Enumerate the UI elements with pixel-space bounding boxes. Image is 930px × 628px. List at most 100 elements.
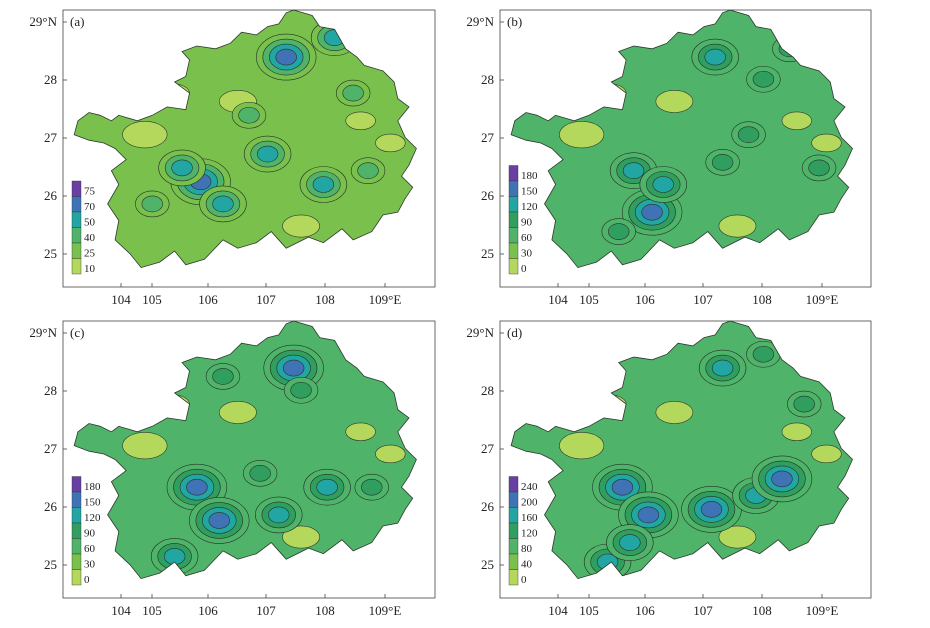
- contour-cell: [637, 506, 660, 524]
- legend-label: 0: [521, 574, 527, 586]
- x-tick-label: 107: [256, 603, 276, 618]
- legend-label: 0: [521, 263, 527, 275]
- y-tick-label: 29°N: [29, 14, 57, 29]
- x-tick-label: 105: [142, 603, 162, 618]
- contour-cell: [700, 501, 723, 518]
- contour-cell: [652, 176, 674, 193]
- contour-cell: [268, 506, 290, 524]
- contour-cell: [275, 48, 297, 66]
- legend-swatch: [71, 522, 82, 539]
- legend-swatch: [508, 180, 519, 197]
- panel-label: (a): [70, 14, 84, 29]
- legend: 75 70 50 40 25 10: [71, 180, 96, 275]
- province-fill: [74, 321, 417, 579]
- map-panel: (c) 29°N 28 27 26 25 104 105 106 107 108 109°E 180 15…: [29, 320, 436, 618]
- x-tick-label: 109°E: [806, 292, 839, 307]
- x-tick-label: 109°E: [806, 603, 839, 618]
- legend-label: 180: [521, 170, 538, 182]
- x-tick-label: 105: [142, 292, 162, 307]
- legend-swatch: [508, 165, 519, 182]
- y-tick-label: 26: [44, 499, 58, 514]
- contour-cell: [282, 359, 305, 377]
- x-tick-label: 104: [548, 292, 568, 307]
- contour-cell: [611, 478, 634, 496]
- legend-label: 120: [521, 201, 538, 213]
- legend-swatch: [508, 258, 519, 275]
- legend-swatch: [71, 196, 82, 213]
- legend-swatch: [508, 538, 519, 555]
- panel-label: (d): [507, 325, 522, 340]
- legend-label: 30: [84, 559, 96, 571]
- y-tick-label: 26: [44, 188, 58, 203]
- x-tick-label: 108: [752, 603, 772, 618]
- x-tick-label: 107: [256, 292, 276, 307]
- y-tick-label: 25: [44, 246, 57, 261]
- legend-swatch: [508, 553, 519, 570]
- contour-cell: [171, 159, 193, 177]
- legend-label: 180: [84, 481, 101, 493]
- x-tick-label: 106: [198, 292, 218, 307]
- legend-label: 120: [521, 528, 538, 540]
- legend-label: 0: [84, 574, 90, 586]
- legend-label: 70: [84, 201, 96, 213]
- contour-cell: [290, 381, 312, 399]
- contour-cell: [212, 368, 234, 385]
- map-panel: (b) 29°N 28 27 26 25 104 105 106 107 108 109°E 180 15…: [466, 9, 872, 307]
- contour-cell: [238, 106, 260, 124]
- legend-swatch: [71, 258, 82, 275]
- legend-swatch: [71, 507, 82, 524]
- x-tick-label: 108: [315, 292, 335, 307]
- contour-cell: [737, 126, 760, 143]
- contour-cell: [771, 470, 793, 488]
- panel-label: (c): [70, 325, 84, 340]
- panel-label: (b): [507, 14, 522, 29]
- legend-label: 30: [521, 248, 533, 260]
- legend-label: 200: [521, 497, 538, 509]
- legend-label: 40: [521, 559, 533, 571]
- map-panel: (d) 29°N 28 27 26 25 104 105 106 107 108 109°E 240 20…: [466, 320, 872, 618]
- contour-cell: [141, 195, 163, 213]
- legend-swatch: [508, 522, 519, 539]
- y-tick-label: 28: [44, 383, 57, 398]
- contour-cell: [249, 465, 271, 482]
- contour-cell: [793, 395, 815, 413]
- legend-swatch: [71, 476, 82, 493]
- x-tick-label: 106: [198, 603, 218, 618]
- legend-swatch: [508, 227, 519, 244]
- x-tick-label: 106: [635, 292, 655, 307]
- legend-swatch: [508, 569, 519, 586]
- x-tick-label: 108: [752, 292, 772, 307]
- legend-label: 50: [84, 217, 96, 229]
- y-tick-label: 25: [44, 557, 57, 572]
- y-tick-label: 29°N: [466, 325, 494, 340]
- y-tick-label: 26: [481, 499, 495, 514]
- legend: 240 200 160 120 80 40 0: [508, 476, 538, 586]
- contour-cell: [752, 70, 775, 88]
- legend-swatch: [71, 569, 82, 586]
- legend-swatch: [508, 211, 519, 228]
- legend: 180 150 120 90 60 30 0: [71, 476, 101, 586]
- contour-cell: [256, 145, 279, 163]
- legend-label: 90: [84, 528, 96, 540]
- contour-cell: [357, 162, 379, 179]
- legend-swatch: [71, 491, 82, 508]
- legend-swatch: [508, 507, 519, 524]
- contour-cell: [711, 359, 734, 377]
- legend-label: 10: [84, 263, 96, 275]
- legend-swatch: [508, 242, 519, 259]
- y-tick-label: 25: [481, 557, 494, 572]
- contour-cell: [186, 478, 208, 496]
- legend-swatch: [71, 553, 82, 570]
- contour-cell: [316, 478, 338, 496]
- y-tick-label: 28: [481, 383, 494, 398]
- legend-label: 25: [84, 248, 96, 260]
- legend-swatch: [508, 491, 519, 508]
- legend-swatch: [71, 180, 82, 197]
- contour-cell: [808, 159, 830, 177]
- legend-swatch: [71, 227, 82, 244]
- y-tick-label: 28: [44, 72, 57, 87]
- x-tick-label: 105: [579, 292, 599, 307]
- contour-cell: [619, 534, 641, 551]
- y-tick-label: 27: [44, 441, 58, 456]
